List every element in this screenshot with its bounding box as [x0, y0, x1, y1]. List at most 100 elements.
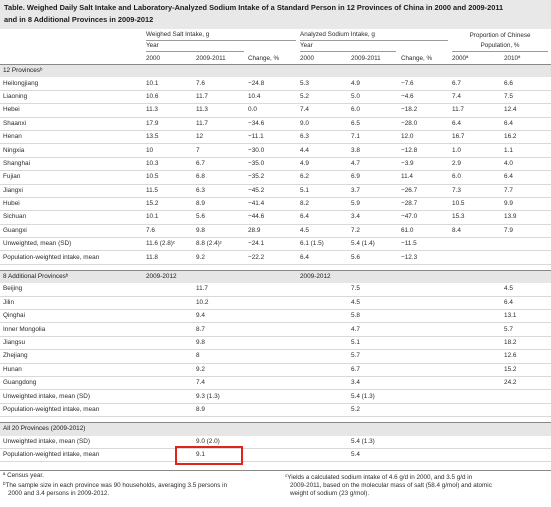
cell-value: 8.9	[193, 403, 245, 418]
cell-value: −28.0	[398, 117, 450, 131]
table-row: Fujian 10.5 6.8 −35.2 6.2 6.9 11.4 6.0 6.4	[0, 170, 551, 185]
cell-value: 7.4	[449, 90, 502, 105]
cell-value: 8.9	[193, 197, 245, 212]
footnote-b-2: 2000 and 3.4 persons in 2009-2012.	[8, 490, 110, 498]
cell-value: 15.2	[501, 363, 551, 377]
empty-cell	[245, 283, 297, 297]
cell-value: −12.3	[398, 250, 450, 265]
cell-value: 61.0	[398, 224, 450, 239]
cell-value: 7	[193, 143, 245, 158]
row-label: Beijing	[0, 283, 143, 297]
cell-value: 11.8	[143, 250, 193, 265]
cell-value: 5.7	[348, 349, 398, 364]
cell-value: 5.1	[348, 336, 398, 351]
cell-value: −26.7	[398, 184, 450, 198]
empty-cell	[245, 296, 297, 311]
empty-cell	[449, 349, 502, 364]
cell-value: 5.4 (1.4)	[348, 237, 398, 252]
cell-value: 4.5	[297, 224, 348, 239]
salt-year-header: Year	[146, 41, 244, 52]
empty-cell	[297, 322, 348, 337]
empty-cell	[398, 283, 450, 297]
cell-value: 5.2	[297, 90, 348, 105]
table-row: Population-weighted intake, mean 9.1 5.4	[0, 448, 551, 463]
cell-value: 9.8	[193, 224, 245, 239]
cell-value: 16.7	[449, 130, 502, 145]
empty-cell	[297, 363, 348, 377]
cell-value: 6.5	[348, 117, 398, 131]
highlight-box	[175, 446, 243, 465]
cell-value: 3.4	[348, 376, 398, 391]
footnote-c-3: weight of sodium (23 g/mol).	[290, 490, 370, 498]
cell-value: −30.0	[245, 143, 297, 158]
empty-cell	[449, 389, 502, 404]
empty-cell	[297, 389, 348, 404]
cell-value: 11.3	[193, 103, 245, 118]
cell-value: 5.9	[348, 197, 398, 212]
cell-value: 1.1	[501, 143, 551, 158]
cell-value: 6.7	[449, 77, 502, 91]
cell-value: 9.0	[297, 117, 348, 131]
col-sodium-2000: 2000	[297, 53, 348, 65]
table-row: Shanghai 10.3 6.7 −35.0 4.9 4.7 −3.9 2.9 4.0	[0, 157, 551, 172]
table-row: Guangxi 7.6 9.8 28.9 4.5 7.2 61.0 8.4 7.9	[0, 224, 551, 239]
cell-value: 4.4	[297, 143, 348, 158]
cell-value: 10.5	[143, 170, 193, 185]
empty-cell	[297, 448, 348, 463]
cell-value: 28.9	[245, 224, 297, 239]
empty-cell	[398, 403, 450, 418]
table-row: Hunan 9.2 6.7 15.2	[0, 363, 551, 377]
footnote-a: ª Census year.	[3, 472, 44, 479]
cell-value: 6.0	[348, 103, 398, 118]
cell-value: 2.9	[449, 157, 502, 172]
salt-intake-table: Weighed Salt Intake, g Analyzed Sodium I…	[0, 30, 551, 463]
cell-value: 6.1 (1.5)	[297, 237, 348, 252]
title-line-1: Table. Weighed Daily Salt Intake and Lab…	[4, 3, 504, 12]
empty-cell	[449, 435, 502, 449]
row-label: Fujian	[0, 170, 143, 185]
cell-value: 9.3 (1.3)	[193, 389, 245, 404]
empty-cell	[143, 322, 193, 337]
row-label: Guangxi	[0, 224, 143, 239]
cell-value: −28.7	[398, 197, 450, 212]
table-row: Unweighted intake, mean (SD) 9.3 (1.3) 5.4…	[0, 389, 551, 404]
row-label: Hunan	[0, 363, 143, 377]
cell-value: −4.6	[398, 90, 450, 105]
cell-value: 11.6 (2.8)ᶜ	[143, 237, 193, 252]
row-label: Inner Mongolia	[0, 322, 143, 337]
cell-value: 7.5	[501, 90, 551, 105]
cell-value: −35.2	[245, 170, 297, 185]
cell-value: −11.5	[398, 237, 450, 252]
cell-value: 6.4	[449, 117, 502, 131]
cell-value: 9.9	[501, 197, 551, 212]
cell-value: 9.4	[193, 309, 245, 324]
empty-cell	[449, 309, 502, 324]
cell-value: 5.8	[348, 309, 398, 324]
section-8-provinces: 8 Additional Provincesᵇ	[0, 270, 143, 284]
cell-value: 6.4	[501, 170, 551, 185]
row-label: Unweighted, mean (SD)	[0, 237, 143, 252]
cell-value: 13.9	[501, 210, 551, 225]
footnote-b-1: bThe sample size in each province was 90…	[3, 481, 228, 490]
table-row: Heilongjiang 10.1 7.6 −24.8 5.3 4.9 −7.6 6.7 6.6	[0, 77, 551, 91]
empty-cell	[245, 403, 297, 418]
table-row: Jiangsu 9.8 5.1 18.2	[0, 336, 551, 351]
cell-value: −7.6	[398, 77, 450, 91]
salt-group-header: Weighed Salt Intake, g	[146, 30, 296, 41]
empty-cell	[143, 376, 193, 391]
cell-value: 6.2	[297, 170, 348, 185]
cell-value: −35.0	[245, 157, 297, 172]
cell-value: 9.2	[193, 363, 245, 377]
cell-value: −45.2	[245, 184, 297, 198]
cell-value: 7.3	[449, 184, 502, 198]
row-label: Guangdong	[0, 376, 143, 391]
cell-value: 5.4 (1.3)	[348, 389, 398, 404]
cell-value	[449, 237, 502, 252]
table-row: Jiangxi 11.5 6.3 −45.2 5.1 3.7 −26.7 7.3 7.7	[0, 184, 551, 198]
row-label: Ningxia	[0, 143, 143, 158]
cell-value: 4.5	[348, 296, 398, 311]
col-prop-2000: 2000ª	[449, 53, 502, 65]
empty-cell	[143, 363, 193, 377]
cell-value: 8.4	[449, 224, 502, 239]
cell-value: 1.0	[449, 143, 502, 158]
